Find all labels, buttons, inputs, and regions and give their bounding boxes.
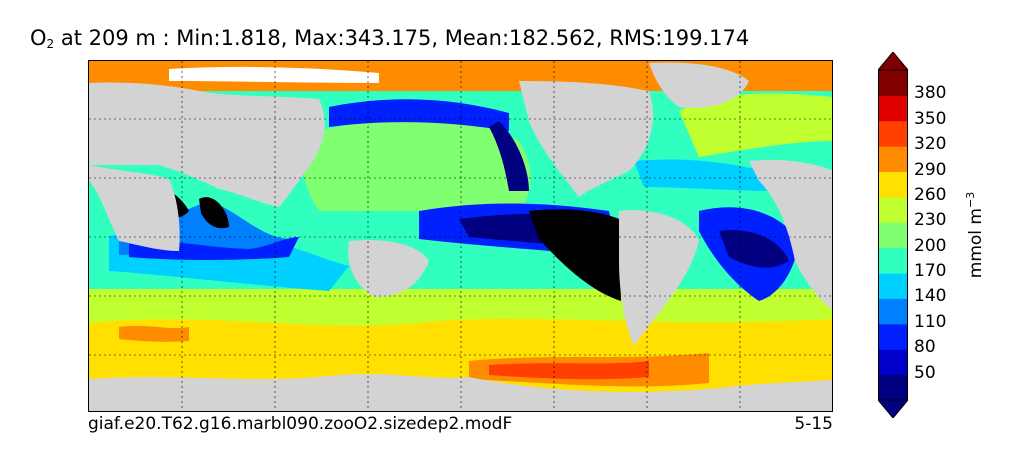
colorbar-tick-label: 170 — [914, 261, 947, 282]
ross-sea-core — [489, 361, 649, 380]
eurasia — [89, 82, 325, 207]
colorbar-swatch — [878, 273, 908, 299]
colorbar-swatch — [878, 298, 908, 325]
greenland — [649, 62, 749, 108]
colorbar-swatch — [878, 323, 908, 350]
colorbar-swatch — [878, 70, 908, 96]
colorbar-swatch — [878, 146, 908, 173]
colorbar — [878, 52, 908, 418]
subpolar-atlantic — [679, 93, 832, 157]
colorbar-swatch — [878, 247, 908, 274]
map-title: O2 at 209 m : Min:1.818, Max:343.175, Me… — [30, 26, 750, 51]
colorbar-extend-min — [878, 399, 908, 418]
colorbar-tick-label: 260 — [914, 184, 947, 205]
colorbar-swatch — [878, 95, 908, 122]
angola-omz — [719, 230, 789, 268]
colorbar-tick-label: 380 — [914, 83, 947, 104]
australia — [348, 239, 429, 297]
colorbar-tick-label: 200 — [914, 235, 947, 256]
colorbar-tick-label: 290 — [914, 159, 947, 180]
colorbar-swatch — [878, 196, 908, 223]
north-pacific-gyre — [302, 118, 531, 211]
california-current-low — [489, 121, 529, 191]
colorbar-tick-label: 110 — [914, 311, 947, 332]
eastern-pacific-omz — [529, 209, 621, 301]
colorbar-tick-label: 350 — [914, 108, 947, 129]
colorbar-extend-max — [878, 52, 908, 71]
year-range: 5-15 — [794, 414, 833, 434]
colorbar-swatch — [878, 374, 908, 401]
colorbar-border — [878, 69, 908, 401]
colorbar-tick-label: 80 — [914, 337, 936, 358]
south-america — [619, 210, 699, 346]
colorbar-swatch — [878, 349, 908, 376]
case-name: giaf.e20.T62.g16.marbl090.zooO2.sizedep2… — [88, 414, 513, 434]
south-indian-patch — [119, 325, 189, 342]
africa-east — [89, 165, 180, 251]
atlantic-subtropical — [634, 159, 779, 191]
africa-west — [749, 159, 832, 310]
colorbar-swatch — [878, 120, 908, 147]
map-canvas — [89, 61, 832, 411]
north-america — [519, 81, 653, 197]
colorbar-swatch — [878, 171, 908, 198]
colorbar-unit: mmol m−3 — [964, 191, 986, 279]
colorbar-tick-label: 320 — [914, 134, 947, 155]
bay-of-bengal-omz — [199, 197, 229, 229]
subarctic-pacific — [329, 99, 509, 131]
colorbar-swatch — [878, 222, 908, 249]
colorbar-tick-label: 140 — [914, 286, 947, 307]
ocean-oxygen-map — [88, 60, 833, 412]
graticule — [89, 61, 832, 411]
arctic-sea-ice — [169, 66, 379, 83]
colorbar-tick-label: 230 — [914, 210, 947, 231]
colorbar-tick-label: 50 — [914, 362, 936, 383]
